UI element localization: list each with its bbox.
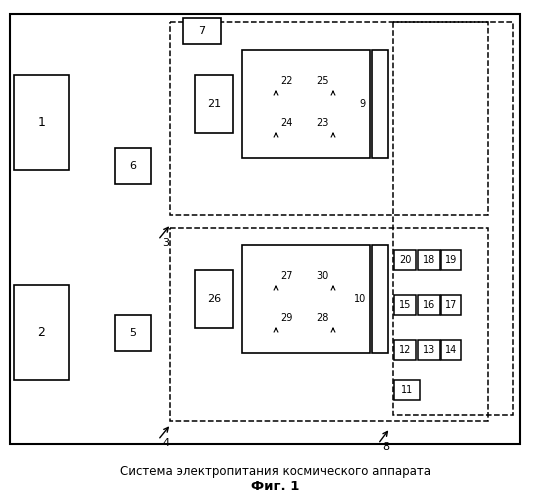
Text: 21: 21 (207, 99, 221, 109)
Text: 22: 22 (280, 76, 293, 86)
Text: 16: 16 (423, 300, 435, 310)
Text: 20: 20 (399, 255, 411, 265)
Text: 14: 14 (445, 345, 457, 355)
Bar (195, 75, 233, 133)
Text: 27: 27 (280, 271, 293, 281)
Bar (441, 295, 461, 315)
Text: 15: 15 (399, 300, 411, 310)
Bar (372, 50, 388, 158)
Bar (418, 295, 440, 315)
Text: Фиг. 1: Фиг. 1 (251, 480, 299, 492)
Text: 5: 5 (129, 328, 136, 338)
Bar (418, 340, 440, 360)
Text: 1: 1 (37, 116, 46, 129)
Bar (394, 295, 416, 315)
Text: 8: 8 (382, 442, 389, 452)
Bar (170, 22, 488, 215)
Bar (394, 250, 416, 270)
Bar (14, 75, 69, 170)
Bar (394, 340, 416, 360)
Bar (441, 340, 461, 360)
Bar (14, 285, 69, 380)
Text: 25: 25 (316, 76, 329, 86)
Text: 2: 2 (37, 326, 46, 339)
Text: 30: 30 (317, 271, 329, 281)
Text: Система электропитания космического аппарата: Система электропитания космического аппа… (119, 466, 431, 478)
Text: 17: 17 (445, 300, 457, 310)
Text: 12: 12 (399, 345, 411, 355)
Bar (115, 148, 151, 184)
Bar (170, 228, 488, 421)
Text: 26: 26 (207, 294, 221, 304)
Bar (418, 250, 440, 270)
Text: 29: 29 (280, 313, 293, 323)
Bar (372, 245, 388, 353)
Text: 23: 23 (317, 118, 329, 128)
Text: 3: 3 (162, 238, 169, 248)
Text: 6: 6 (129, 161, 136, 171)
Bar (115, 315, 151, 351)
Bar (195, 270, 233, 328)
Text: 28: 28 (317, 313, 329, 323)
Text: 7: 7 (199, 26, 206, 36)
Bar (441, 250, 461, 270)
Bar (10, 14, 520, 444)
Text: 19: 19 (445, 255, 457, 265)
Text: 10: 10 (354, 294, 366, 304)
Text: 24: 24 (280, 118, 293, 128)
Bar (242, 50, 370, 158)
Bar (393, 22, 513, 415)
Bar (394, 380, 420, 400)
Bar (242, 245, 370, 353)
Text: 4: 4 (162, 438, 169, 448)
Text: 18: 18 (423, 255, 435, 265)
Bar (183, 18, 221, 44)
Text: 13: 13 (423, 345, 435, 355)
Text: 11: 11 (401, 385, 413, 395)
Text: 9: 9 (360, 99, 366, 109)
